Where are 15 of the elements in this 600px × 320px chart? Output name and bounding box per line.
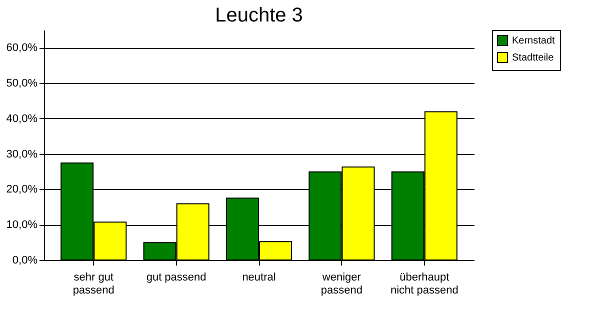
legend-label: Stadtteile xyxy=(512,52,554,64)
y-tick-label: 0,0% xyxy=(12,254,38,266)
x-tick-label: gut passend xyxy=(146,272,206,284)
y-tick-label: 10,0% xyxy=(6,219,38,232)
x-tick-label: weniger passend xyxy=(320,272,362,296)
x-tick-label: überhaupt nicht passend xyxy=(390,272,458,296)
legend-label: Kernstadt xyxy=(512,36,556,46)
x-tick-label: sehr gut passend xyxy=(72,272,114,296)
y-tick-label: 50,0% xyxy=(6,78,38,90)
y-tick-label: 60,0% xyxy=(6,42,38,54)
y-tick-label: 20,0% xyxy=(6,184,38,196)
x-tick-label: neutral xyxy=(242,272,276,284)
chart-title: Leuchte 3 xyxy=(215,4,303,26)
y-tick-label: 40,0% xyxy=(6,112,38,125)
y-tick-label: 30,0% xyxy=(6,148,38,160)
